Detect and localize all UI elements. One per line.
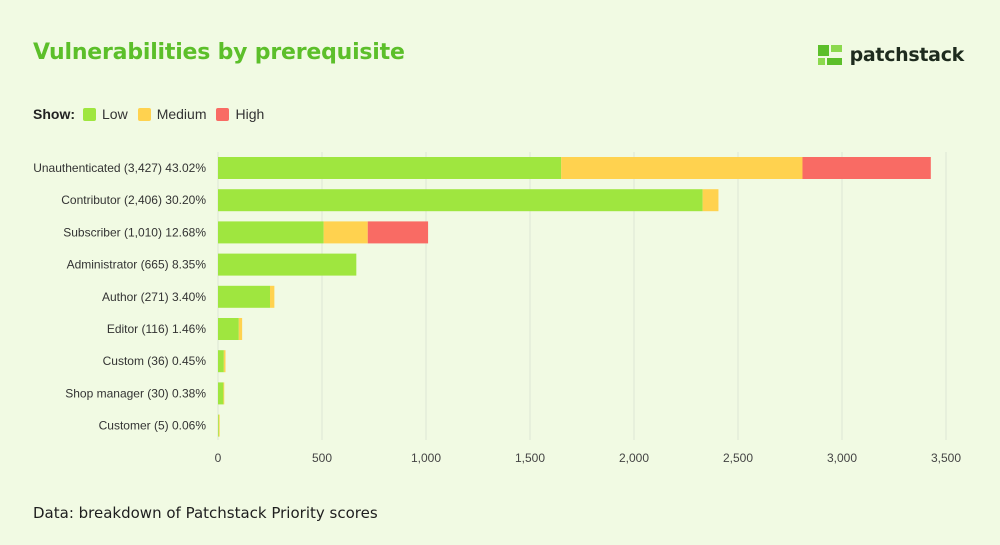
category-label: Customer (5) 0.06% [99,419,207,433]
bar-segment-low [218,318,239,340]
bar-segment-low [218,414,219,437]
legend-label-medium: Medium [156,106,207,122]
category-label: Shop manager (30) 0.38% [65,386,206,400]
brand: patchstack [817,44,965,66]
legend: Show: Low Medium High [33,106,274,122]
legend-show-label: Show: [33,106,75,122]
x-tick-label: 1,000 [411,451,441,465]
legend-item-high[interactable]: High [216,106,264,122]
category-label: Contributor (2,406) 30.20% [61,193,206,207]
legend-item-low[interactable]: Low [83,106,128,122]
bar-segment-medium [270,285,275,308]
bar-segment-low [218,382,224,405]
x-tick-label: 2,000 [619,451,649,465]
bar-segment-high [367,221,429,244]
x-tick-label: 0 [215,451,222,465]
bar-segment-high [802,157,931,179]
bar-segment-medium [323,221,368,244]
bar-segment-medium [561,157,803,179]
category-label: Subscriber (1,010) 12.68% [63,225,206,239]
brand-name: patchstack [849,44,965,66]
bar-segment-medium [238,318,243,340]
bar-segment-low [218,157,562,179]
x-tick-label: 500 [312,451,332,465]
bar-segment-medium [223,350,226,373]
bar-segment-medium [223,382,225,405]
bar-segment-low [218,189,703,212]
patchstack-logo-icon [817,45,842,65]
x-tick-label: 3,000 [827,451,857,465]
bar-segment-medium [702,189,719,212]
bar-segment-low [218,253,357,276]
category-label: Custom (36) 0.45% [103,354,207,368]
chart-title: Vulnerabilities by prerequisite [33,40,405,65]
bar-segment-low [218,350,224,373]
legend-label-low: Low [102,106,128,122]
legend-swatch-high [216,107,230,121]
legend-swatch-low [83,107,96,121]
x-tick-label: 1,500 [515,451,545,465]
bar-segment-low [218,285,270,308]
bar-segment-low [218,221,324,244]
bar-segment-medium [218,414,220,437]
legend-label-high: High [235,106,265,122]
category-label: Editor (116) 1.46% [107,322,206,336]
legend-swatch-medium [137,107,151,121]
stacked-bar-chart: 0 500 1,000 1,500 2,000 2,500 3,000 3,500 Unauth… [33,152,961,465]
legend-item-medium[interactable]: Medium [137,106,207,122]
x-tick-label: 2,500 [723,451,753,465]
footer-note: Data: breakdown of Patchstack Priority s… [33,504,378,522]
category-label: Author (271) 3.40% [102,290,206,304]
category-label: Unauthenticated (3,427) 43.02% [33,161,206,175]
category-label: Administrator (665) 8.35% [67,258,207,272]
x-tick-label: 3,500 [931,451,961,465]
